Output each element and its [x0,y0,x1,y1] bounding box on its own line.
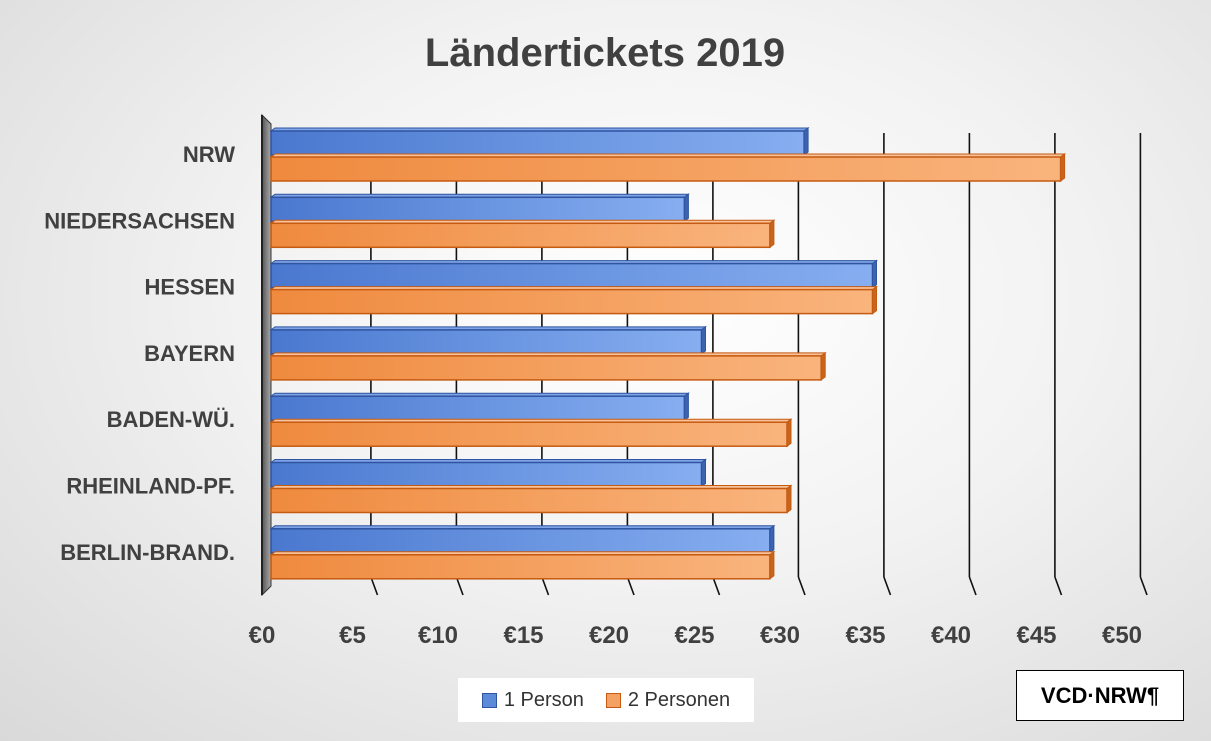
bar [270,262,874,289]
bar [270,156,1062,182]
bar-end-face [786,484,792,514]
legend: 1 Person 2 Personen [458,678,754,722]
bar [270,222,771,249]
legend-label-1-person: 1 Person [503,688,584,711]
gridline-floor [1054,576,1063,596]
gridline-floor [968,576,977,596]
bar [270,487,788,514]
bar-end-face [872,259,877,289]
x-tick-label: €35 [845,622,885,649]
gridline-floor [797,576,806,596]
category-label: RHEINLAND-PF. [66,474,235,499]
bar-end-face [769,219,775,249]
bar-end-face [683,193,689,223]
category-label: BADEN-WÜ. [107,407,235,432]
x-tick-label: €25 [674,622,714,649]
gridline-floor [541,576,550,596]
category-label: BAYERN [144,341,235,366]
bar [270,554,771,580]
x-tick-label: €45 [1016,622,1056,649]
bar-end-face [701,458,706,488]
credit-text: VCD·NRW¶ [1040,682,1160,708]
credit-box: VCD·NRW¶ [1016,670,1184,721]
x-tick-label: €40 [931,622,971,649]
legend-swatch-2-personen [605,692,621,708]
gridline-floor [455,576,464,596]
legend-item-1-person: 1 Person [481,688,584,712]
bar [270,355,822,381]
bar [270,395,686,421]
chart-title: Ländertickets 2019 [425,31,785,75]
category-label: BERLIN-BRAND. [60,540,235,565]
legend-item-2-personen: 2 Personen [605,688,731,712]
bar-end-face [1060,153,1066,182]
gridline-floor [1139,576,1148,596]
bar [270,329,703,355]
x-tick-label: €5 [339,622,366,649]
bar-end-face [786,418,792,448]
bar-end-face [820,351,826,381]
gridline-floor [712,576,721,596]
x-tick-label: €30 [760,622,800,649]
x-tick-label: €15 [503,622,543,649]
left-wall [261,113,272,597]
category-label: NIEDERSACHSEN [44,208,235,233]
category-label: NRW [183,142,235,167]
bar-end-face [701,325,706,355]
x-tick-label: €50 [1102,622,1142,649]
bar-end-face [769,524,775,554]
legend-label-2-personen: 2 Personen [627,688,731,711]
bar [270,461,703,488]
bar [270,130,805,156]
category-label: HESSEN [145,275,235,300]
legend-swatch-1-person [481,692,497,708]
gridline-floor [883,576,892,596]
bar [270,528,771,554]
x-tick-label: €20 [589,622,629,649]
gridline-floor [626,576,635,596]
bar [270,288,874,315]
x-tick-label: €10 [418,622,458,649]
bar-end-face [769,550,775,580]
x-tick-label: €0 [249,622,276,649]
bar [270,421,788,447]
bar [270,196,686,223]
bar-end-face [803,127,809,156]
bar-end-face [872,285,877,315]
bar-end-face [683,392,689,422]
gridline-floor [370,576,379,596]
